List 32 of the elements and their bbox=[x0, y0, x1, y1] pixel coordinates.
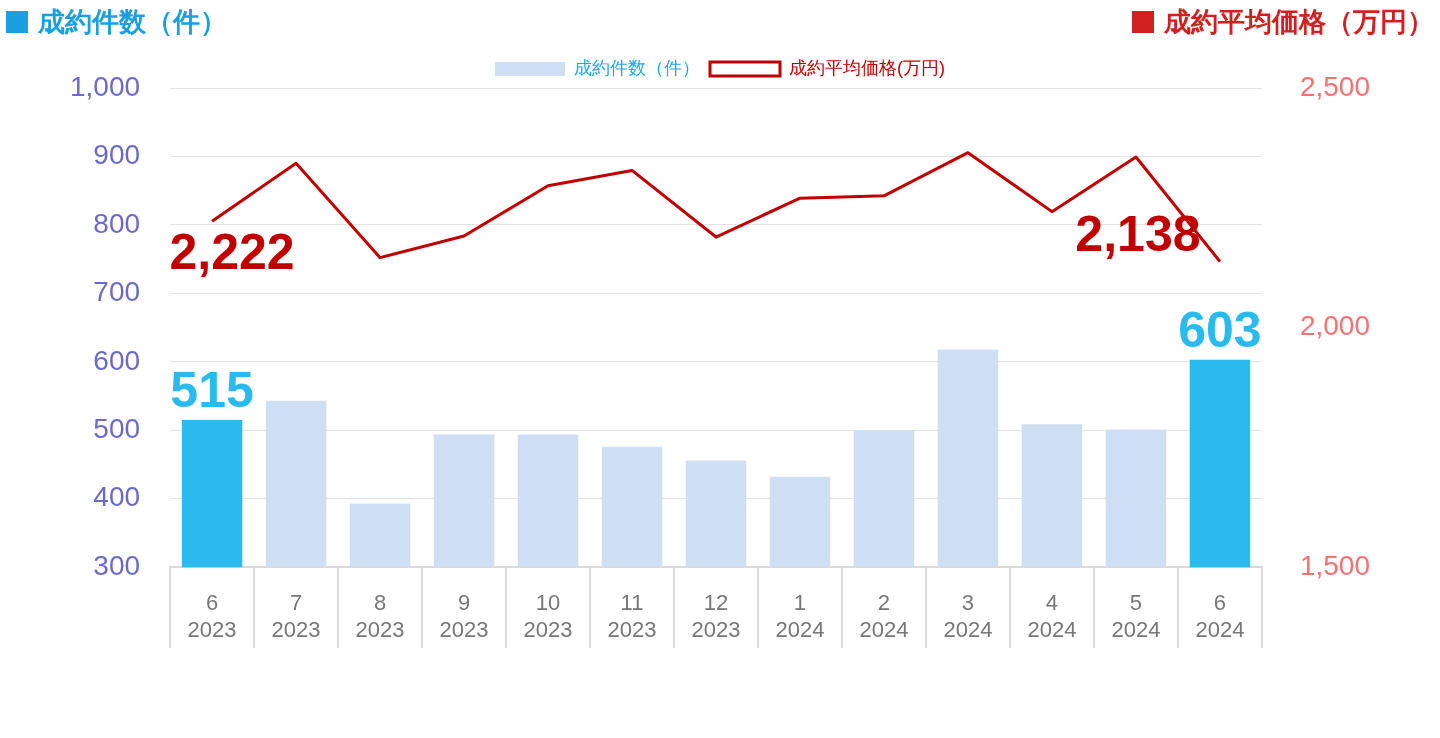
y2-axis-title: 成約平均価格（万円） bbox=[1164, 5, 1434, 39]
x-tick-label: 12 2023 bbox=[691, 590, 741, 642]
y2-tick-label: 1,500 bbox=[1299, 549, 1371, 581]
y-tick-label: 400 bbox=[93, 481, 141, 513]
y-tick-label: 900 bbox=[93, 139, 141, 171]
x-tick-label: 9 2023 bbox=[439, 590, 489, 642]
data-label: 515 bbox=[170, 361, 254, 418]
data-label: 2,222 bbox=[169, 224, 295, 280]
y-tick-label: 800 bbox=[93, 207, 141, 239]
x-tick-label: 11 2023 bbox=[607, 590, 657, 642]
y-axis-title: 成約件数（件） bbox=[38, 5, 227, 39]
x-tick-label: 1 2024 bbox=[775, 590, 825, 642]
x-tick-label: 8 2023 bbox=[355, 590, 405, 642]
y-tick-label: 700 bbox=[93, 276, 141, 308]
x-tick-label: 3 2024 bbox=[943, 590, 993, 642]
x-tick-label: 6 2024 bbox=[1195, 590, 1245, 642]
x-tick-label: 5 2024 bbox=[1111, 590, 1161, 642]
x-tick-label: 4 2024 bbox=[1027, 590, 1077, 642]
y-tick-label: 500 bbox=[93, 413, 141, 444]
legend-label: 成約平均価格(万円) bbox=[789, 57, 946, 78]
y-tick-label: 300 bbox=[93, 549, 141, 581]
x-tick-label: 6 2023 bbox=[187, 590, 237, 642]
data-label: 2,138 bbox=[1075, 206, 1201, 263]
legend-label: 成約件数（件） bbox=[574, 57, 701, 78]
y2-tick-label: 2,500 bbox=[1299, 70, 1371, 102]
y2-tick-label: 2,000 bbox=[1299, 310, 1371, 342]
y-tick-label: 1,000 bbox=[69, 70, 141, 102]
x-tick-label: 2 2024 bbox=[859, 590, 909, 642]
y-tick-label: 600 bbox=[93, 344, 141, 376]
x-tick-label: 10 2023 bbox=[523, 590, 573, 642]
data-label: 603 bbox=[1178, 301, 1262, 358]
x-tick-label: 7 2023 bbox=[271, 590, 321, 642]
